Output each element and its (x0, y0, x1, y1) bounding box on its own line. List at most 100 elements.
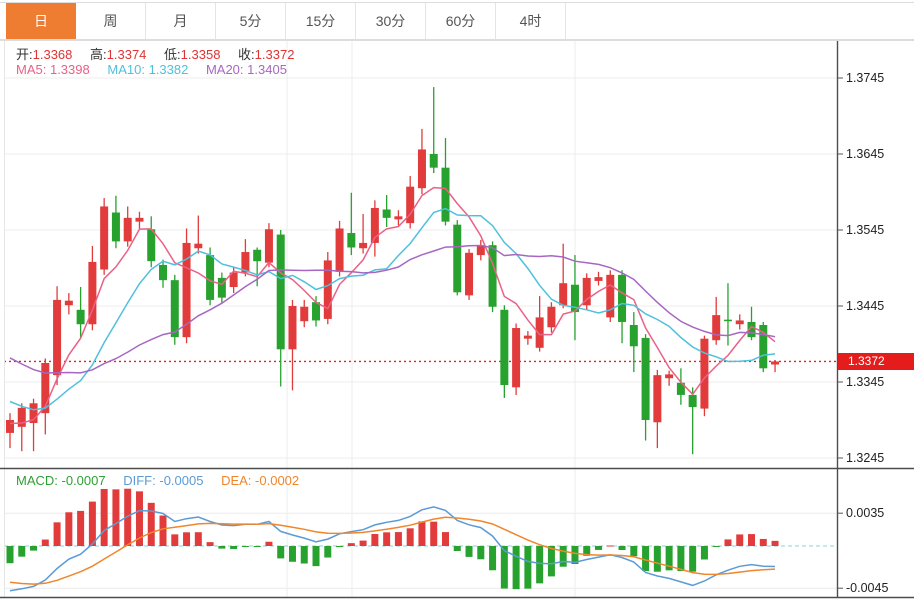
macd-bar (630, 546, 638, 557)
macd-bar (206, 542, 214, 546)
macd-bar (547, 546, 555, 577)
price-tick-label: 1.3545 (846, 223, 884, 237)
candle-body (370, 207, 379, 243)
candle (217, 272, 226, 303)
candle-body (441, 167, 450, 222)
tab-15min[interactable]: 15分 (286, 3, 356, 39)
macd-bar (124, 488, 132, 546)
candle-body (347, 233, 356, 248)
macd-bar (18, 546, 26, 557)
tab-60min[interactable]: 60分 (426, 3, 496, 39)
candle (406, 176, 415, 229)
candle-body (618, 274, 627, 322)
macd-bar (183, 532, 191, 546)
macd-bar (371, 533, 379, 546)
candle (159, 259, 168, 288)
candle-body (653, 375, 662, 423)
candle-body (76, 309, 85, 325)
macd-bar (512, 546, 520, 590)
candle-body (359, 242, 368, 249)
candle (347, 192, 356, 256)
candle-body (476, 245, 485, 256)
grid-layer (4, 41, 837, 597)
candle-body (606, 274, 615, 318)
candle (111, 195, 120, 249)
macd-bar (665, 546, 673, 571)
ma10-line (9, 207, 776, 411)
candles-layer (6, 87, 780, 455)
ma5-line (9, 186, 776, 425)
candle (606, 270, 615, 322)
macd-bar (453, 546, 461, 552)
candle (264, 223, 273, 268)
macd-bar (277, 546, 285, 559)
macd-bar (171, 534, 179, 546)
candle (570, 255, 579, 341)
candle (735, 314, 744, 330)
candle-body (206, 255, 215, 300)
candle-body (747, 321, 756, 338)
candle (370, 200, 379, 257)
macd-bar (430, 521, 438, 546)
candle (206, 247, 215, 306)
macd-bar (653, 546, 661, 572)
candle (288, 299, 297, 391)
macd-bar (759, 538, 767, 546)
macd-bar (606, 545, 614, 547)
candle-body (559, 283, 568, 306)
candle (535, 296, 544, 352)
dea-line (9, 516, 776, 585)
macd-bar (159, 515, 167, 546)
macd-bar (677, 546, 685, 572)
candle-body (676, 382, 685, 395)
candle-body (123, 217, 132, 242)
candle-body (312, 302, 321, 321)
candle (641, 334, 650, 441)
candle (88, 245, 97, 331)
macd-bar (524, 546, 532, 589)
macd-bar (500, 546, 508, 589)
candle (771, 359, 780, 373)
candle (700, 335, 709, 417)
macd-bar (559, 546, 567, 567)
candle (135, 211, 144, 229)
macd-bar (406, 528, 414, 546)
macd-bar (689, 546, 697, 572)
candle (476, 239, 485, 261)
candle-body (229, 272, 238, 287)
candle-body (406, 186, 415, 224)
candle (547, 302, 556, 333)
candle (582, 273, 591, 310)
candle-body (323, 260, 332, 319)
candle (41, 358, 50, 435)
macd-bar (112, 489, 120, 546)
candle-body (41, 363, 50, 414)
candle (100, 198, 109, 275)
candle (500, 305, 509, 398)
macd-bar (748, 534, 756, 546)
candle (712, 296, 721, 345)
tab-week[interactable]: 周 (76, 3, 146, 39)
candle-body (264, 229, 273, 263)
candle (312, 296, 321, 327)
candle (676, 368, 685, 405)
candle (300, 299, 309, 328)
macd-bar (394, 532, 402, 546)
candle-body (17, 407, 26, 427)
tab-30min[interactable]: 30分 (356, 3, 426, 39)
macd-bar (736, 534, 744, 546)
macd-bar (465, 546, 473, 557)
price-tick-label: 1.3645 (846, 147, 884, 161)
macd-bar (241, 546, 249, 547)
tab-month[interactable]: 月 (146, 3, 216, 39)
macd-bars-layer (6, 488, 779, 590)
tab-5min[interactable]: 5分 (216, 3, 286, 39)
candle-body (582, 277, 591, 306)
candle-body (217, 277, 226, 298)
macd-bar (88, 501, 96, 546)
macd-bar (324, 546, 332, 558)
tab-day[interactable]: 日 (6, 3, 76, 39)
tab-4hour[interactable]: 4时 (496, 3, 566, 39)
candle-body (547, 306, 556, 328)
